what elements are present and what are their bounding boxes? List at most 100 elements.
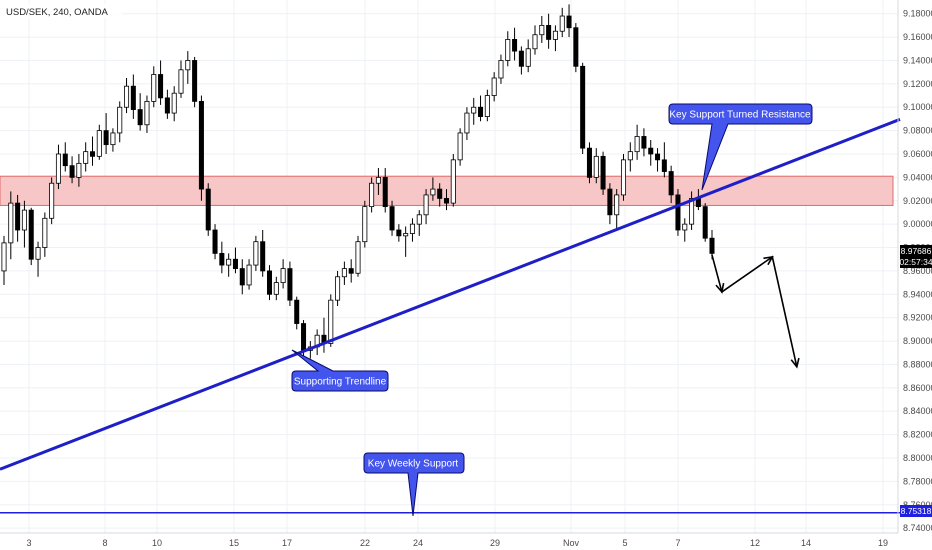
weekly-support-callout[interactable]: Key Weekly Support	[363, 452, 465, 517]
candle-body	[62, 153, 68, 167]
price-axis[interactable]: 9.18000 9.16000 9.14000 9.12000 9.10000 9.080…	[897, 0, 932, 533]
candle-body	[171, 92, 177, 114]
candle-body	[348, 268, 354, 274]
candle-body	[702, 206, 708, 239]
projection-arrowhead	[763, 255, 774, 266]
candle-body	[280, 268, 286, 284]
trendline-callout-label: Supporting Trendline	[294, 377, 387, 388]
title-backdrop	[0, 4, 122, 19]
price-tick-label: 8.84000	[903, 406, 932, 416]
last-price-tag: 8.97686 02:57:34	[899, 245, 932, 268]
candle-body	[689, 198, 695, 225]
time-tick-label: 7	[675, 538, 680, 548]
projection-arrowhead	[715, 282, 725, 294]
candle-body	[586, 147, 592, 178]
candle-body	[158, 74, 164, 99]
candle-body	[130, 85, 136, 110]
price-tick-label: 9.04000	[903, 172, 932, 182]
price-tick-label: 8.76000	[903, 500, 932, 510]
candle-body	[505, 39, 511, 61]
trendline-callout[interactable]: Supporting Trendline	[291, 349, 389, 392]
candle-body	[335, 276, 341, 301]
candle-body	[341, 268, 347, 278]
price-tick-label: 9.12000	[903, 79, 932, 89]
price-tick-label: 8.88000	[903, 359, 932, 369]
candle-body	[117, 106, 123, 134]
time-axis[interactable]: 3 8 10 15 17 22 24 29 Nov 5 7 12 14 19	[0, 532, 898, 548]
price-tick-label: 8.94000	[903, 289, 932, 299]
time-tick-label: 3	[26, 538, 31, 548]
candle-body	[682, 223, 688, 231]
price-tick-label: 8.82000	[903, 430, 932, 440]
candle-body	[28, 209, 34, 260]
price-tick-label: 8.78000	[903, 476, 932, 486]
price-tick-label: 9.08000	[903, 126, 932, 136]
time-tick-label: 17	[282, 538, 292, 548]
time-tick-label: 29	[490, 538, 500, 548]
price-tick-label: 8.92000	[903, 313, 932, 323]
candle-body	[89, 151, 96, 157]
resistance-callout[interactable]: Key Support Turned Resistance	[668, 103, 813, 191]
candle-body	[450, 159, 456, 204]
weekly-support-callout-label: Key Weekly Support	[368, 459, 459, 470]
candle-body	[273, 282, 279, 295]
candle-body	[266, 270, 273, 295]
candle-body	[437, 188, 443, 199]
candle-body	[627, 151, 633, 161]
candle-body	[620, 159, 627, 196]
candle-body	[416, 214, 422, 225]
candle-body	[389, 206, 395, 231]
candle-body	[512, 39, 518, 52]
weekly-support-tag-box	[900, 505, 932, 517]
last-price-value: 8.97686	[901, 246, 932, 256]
price-tick-label: 9.16000	[903, 32, 932, 42]
candle-body	[110, 132, 116, 146]
candle-body	[648, 147, 654, 155]
price-tick-label: 8.90000	[903, 336, 932, 346]
resistance-callout-label: Key Support Turned Resistance	[669, 110, 811, 121]
time-tick-label: 8	[102, 538, 107, 548]
candle-body	[559, 15, 565, 32]
candle-body	[634, 136, 640, 153]
weekly-support-price-tag: 8.75318	[900, 505, 932, 517]
price-tick-label: 9.18000	[903, 9, 932, 19]
candle-body	[103, 130, 109, 146]
candle-body	[69, 165, 75, 178]
candle-body	[219, 252, 225, 266]
time-tick-label: 5	[622, 538, 627, 548]
time-tick-label: 15	[229, 538, 239, 548]
weekly-support-value: 8.75318	[901, 506, 932, 516]
candle-body	[396, 229, 402, 237]
candle-body	[552, 30, 558, 40]
candle-body	[205, 188, 211, 231]
candlestick-series	[1, 4, 715, 359]
candle-body	[294, 299, 300, 324]
candle-body	[8, 202, 14, 244]
candle-body	[709, 237, 715, 254]
price-tick-label: 9.00000	[903, 219, 932, 229]
candle-body	[35, 247, 41, 260]
candle-body	[580, 65, 586, 149]
resistance-callout-bubble	[668, 103, 813, 191]
candle-body	[49, 182, 55, 219]
candle-body	[15, 202, 21, 231]
candle-body	[232, 258, 238, 269]
trendline-callout-bubble	[291, 349, 389, 392]
candle-body	[478, 106, 484, 117]
price-tick-label: 8.96000	[903, 266, 932, 276]
supporting-trendline[interactable]	[0, 117, 901, 471]
candle-body	[668, 171, 674, 196]
candle-body	[124, 85, 130, 108]
candle-body	[55, 153, 61, 184]
candle-body	[301, 323, 307, 351]
time-tick-label: 22	[360, 538, 370, 548]
candle-body	[403, 233, 409, 237]
candle-body	[566, 15, 572, 29]
candle-body	[96, 130, 102, 157]
candle-body	[409, 223, 415, 234]
candle-body	[192, 60, 198, 102]
price-tick-label: 9.06000	[903, 149, 932, 159]
candle-body	[607, 188, 613, 216]
price-tick-label: 9.02000	[903, 196, 932, 206]
